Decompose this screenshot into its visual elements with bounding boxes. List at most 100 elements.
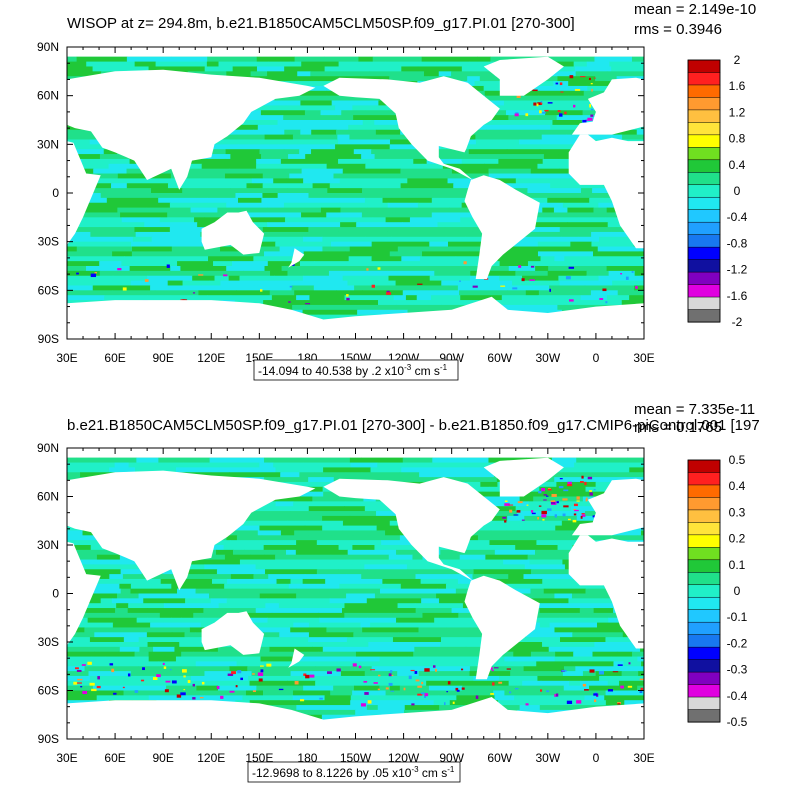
y-tick-label: 60N — [37, 89, 59, 103]
land-mask — [571, 478, 644, 536]
ocean-cell — [264, 266, 283, 272]
ocean-cell — [422, 154, 479, 160]
ocean-cell — [112, 622, 151, 628]
ocean-cell — [352, 545, 375, 551]
ocean-cell — [146, 207, 192, 213]
ocean-cell — [290, 511, 337, 517]
ocean-cell — [564, 111, 567, 115]
colorbar-swatch — [687, 459, 721, 474]
land-mask — [571, 77, 644, 135]
ocean-cell — [592, 183, 617, 189]
ocean-cell — [274, 95, 328, 102]
ocean-cell — [86, 266, 131, 272]
ocean-cell — [279, 246, 323, 252]
ocean-cell — [349, 173, 365, 179]
ocean-cell — [151, 178, 200, 184]
ocean-cell — [530, 510, 534, 513]
ocean-cell — [67, 261, 100, 267]
y-tick-label: 90S — [38, 332, 59, 346]
ocean-cell — [570, 241, 592, 248]
ocean-cell — [436, 593, 473, 599]
ocean-cell — [291, 285, 315, 291]
ocean-cell — [130, 671, 159, 677]
ocean-cell — [302, 275, 344, 282]
ocean-cell — [564, 256, 588, 262]
ocean-cell — [130, 588, 178, 594]
ocean-cell — [582, 671, 597, 677]
ocean-cell — [171, 583, 225, 590]
ocean-cell — [556, 693, 559, 697]
ocean-cell — [324, 66, 358, 72]
ocean-cell — [366, 705, 379, 711]
ocean-cell — [546, 495, 549, 497]
ocean-cell — [404, 705, 440, 711]
ocean-cell — [591, 241, 635, 248]
ocean-cell — [560, 236, 579, 243]
ocean-cell — [292, 134, 338, 140]
ocean-cell — [67, 280, 85, 286]
ocean-cell — [562, 498, 568, 501]
ocean-cell — [187, 680, 191, 684]
ocean-cell — [540, 102, 543, 105]
ocean-cell — [519, 520, 563, 527]
ocean-cell — [366, 268, 369, 271]
ocean-cell — [201, 285, 255, 291]
ocean-cell — [352, 535, 368, 541]
ocean-cell — [498, 158, 544, 165]
ocean-cell — [370, 622, 398, 628]
ocean-cell — [93, 168, 128, 175]
ocean-cell — [160, 578, 213, 585]
chart-title: b.e21.B1850CAM5CLM50SP.f09_g17.PI.01 [27… — [67, 417, 760, 434]
ocean-cell — [484, 163, 538, 170]
ocean-cell — [623, 661, 642, 667]
ocean-cell — [245, 690, 264, 696]
colorbar-swatch — [687, 559, 721, 573]
ocean-cell — [601, 467, 630, 473]
ocean-cell — [439, 467, 491, 473]
ocean-cell — [371, 666, 421, 672]
ocean-cell — [593, 489, 596, 491]
ocean-cell — [287, 270, 330, 277]
ocean-cell — [504, 690, 553, 696]
ocean-cell — [534, 85, 588, 92]
ocean-cell — [203, 608, 257, 614]
ocean-cell — [341, 608, 386, 614]
ocean-cell — [335, 144, 391, 150]
ocean-cell — [67, 231, 91, 238]
ocean-cell — [612, 671, 619, 673]
ocean-cell — [261, 197, 310, 204]
ocean-cell — [276, 578, 291, 585]
ocean-cell — [198, 290, 237, 296]
ocean-cell — [318, 612, 345, 619]
ocean-cell — [426, 680, 459, 687]
ocean-cell — [491, 110, 507, 116]
ocean-cell — [377, 300, 415, 306]
ocean-cell — [229, 168, 255, 175]
ocean-cell — [308, 622, 361, 628]
ocean-cell — [452, 701, 455, 704]
ocean-cell — [559, 637, 606, 643]
ocean-cell — [67, 56, 78, 63]
ocean-cell — [297, 481, 331, 488]
ocean-cell — [434, 668, 437, 672]
ocean-cell — [555, 82, 559, 85]
ocean-cell — [104, 295, 148, 301]
ocean-cell — [204, 66, 234, 72]
ocean-cell — [330, 241, 373, 248]
ocean-cell — [385, 530, 406, 536]
ocean-cell — [169, 202, 227, 209]
ocean-cell — [290, 61, 302, 67]
ocean-cell — [237, 144, 279, 150]
ocean-cell — [475, 695, 479, 699]
ocean-cell — [581, 475, 584, 479]
ocean-cell — [246, 467, 276, 473]
colorbar-swatch — [687, 284, 721, 298]
ocean-cell — [391, 612, 423, 619]
ocean-cell — [361, 574, 376, 580]
ocean-cell — [262, 173, 290, 179]
ocean-cell — [371, 284, 375, 288]
ocean-cell — [411, 703, 415, 706]
ocean-cell — [140, 679, 145, 682]
ocean-cell — [447, 266, 496, 272]
ocean-cell — [165, 680, 171, 683]
